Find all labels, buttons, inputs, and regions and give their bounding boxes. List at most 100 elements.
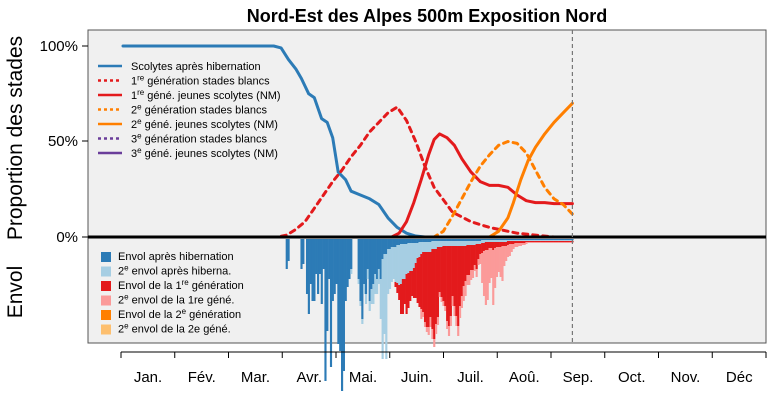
flight-bar: [366, 239, 369, 269]
legend-label: Envol de la 2e génération: [118, 307, 241, 321]
flight-bar: [527, 241, 530, 242]
flight-bar: [519, 243, 522, 246]
flight-bar: [506, 245, 510, 257]
flight-bar: [536, 239, 539, 240]
flight-bar: [442, 301, 445, 306]
flight-bar: [381, 259, 384, 359]
flight-bar: [447, 246, 451, 326]
flight-bar: [532, 240, 535, 241]
flight-bar: [440, 241, 443, 247]
flight-bar: [562, 239, 565, 240]
flight-bar: [466, 245, 469, 275]
flight-bar: [567, 239, 570, 240]
flight-bar: [409, 243, 412, 271]
flight-bar: [470, 245, 473, 270]
flight-bar: [475, 239, 478, 241]
flight-bar: [525, 242, 528, 244]
flight-bar: [508, 244, 511, 256]
flight-bar: [440, 247, 443, 297]
flight-bar: [492, 240, 495, 242]
series-line-0: [121, 44, 436, 239]
flight-bar: [505, 242, 508, 246]
flight-bar: [516, 241, 519, 243]
flight-bar: [361, 319, 364, 324]
flight-bar: [551, 242, 554, 243]
flight-bar: [505, 246, 508, 261]
flight-bar: [459, 246, 462, 306]
flight-bar: [534, 241, 537, 242]
flight-bar: [560, 240, 563, 241]
flight-bar: [455, 246, 458, 316]
flight-bar: [363, 239, 366, 284]
flight-bar: [484, 240, 487, 242]
flight-bar: [368, 301, 371, 311]
flight-bar: [425, 327, 428, 332]
flight-bar: [403, 239, 406, 244]
flight-bar: [464, 241, 467, 246]
flight-bar: [425, 252, 428, 327]
flight-bar: [501, 239, 504, 240]
flight-bar: [398, 285, 401, 300]
flight-bar: [543, 242, 546, 243]
flight-bar: [556, 242, 559, 243]
flight-bar: [482, 251, 486, 296]
flight-bar: [512, 240, 515, 241]
flight-bar: [558, 242, 561, 243]
legend-label: 2e envol de la 2e géné.: [118, 322, 231, 336]
flight-bar: [508, 241, 511, 244]
flight-bar: [484, 242, 487, 250]
flight-bar: [438, 239, 441, 241]
flight-bar: [302, 239, 305, 264]
flight-bar: [331, 239, 334, 301]
flight-bar: [518, 240, 521, 241]
flight-bar: [387, 249, 390, 294]
flight-bar: [490, 239, 493, 240]
flight-bar: [459, 239, 462, 241]
flight-bar: [429, 242, 432, 252]
flight-bar: [444, 241, 447, 246]
flight-bar: [359, 239, 362, 301]
x-tick-label: Fév.: [188, 369, 216, 386]
flight-bar: [399, 244, 403, 284]
flight-bar: [313, 239, 316, 301]
flight-bar: [508, 239, 511, 240]
flight-bar: [540, 242, 543, 243]
flight-bar: [436, 317, 440, 325]
flight-bar: [383, 239, 386, 254]
x-tick-label: Mai.: [349, 369, 377, 386]
flight-bar: [475, 244, 478, 269]
legend-swatch: [101, 252, 111, 262]
flight-bar: [370, 239, 373, 289]
flight-bar: [475, 269, 478, 277]
flight-bar: [431, 239, 434, 241]
legend-label: 3e génération stades blancs: [131, 132, 267, 146]
flight-bar: [558, 240, 561, 241]
y-axis: 100% 50% 0%: [40, 38, 88, 246]
flight-bar: [553, 240, 556, 241]
flight-bar: [317, 239, 320, 294]
flight-bar: [530, 242, 534, 243]
flight-bar: [503, 240, 506, 242]
flight-bar: [560, 242, 563, 243]
flight-bar: [482, 240, 486, 243]
flight-bar: [558, 239, 561, 240]
flight-bar: [532, 242, 535, 243]
flight-bar: [420, 242, 423, 254]
x-tick-label: Aoû.: [509, 369, 540, 386]
x-tick-label: Nov.: [671, 369, 701, 386]
flight-bar: [541, 239, 545, 240]
flight-bar: [468, 275, 471, 285]
flight-bar: [446, 239, 449, 241]
flight-bar: [442, 239, 445, 241]
flight-bar: [451, 246, 454, 296]
flight-bar: [449, 241, 452, 246]
flight-bar: [497, 247, 500, 272]
flight-bar: [499, 247, 502, 277]
flight-bar: [560, 239, 563, 240]
flight-bar: [422, 242, 425, 252]
series-line-1: [229, 105, 556, 239]
flight-bar: [462, 239, 465, 241]
flight-bar: [420, 254, 423, 309]
flight-bar: [431, 249, 434, 329]
flight-bar: [505, 239, 508, 240]
